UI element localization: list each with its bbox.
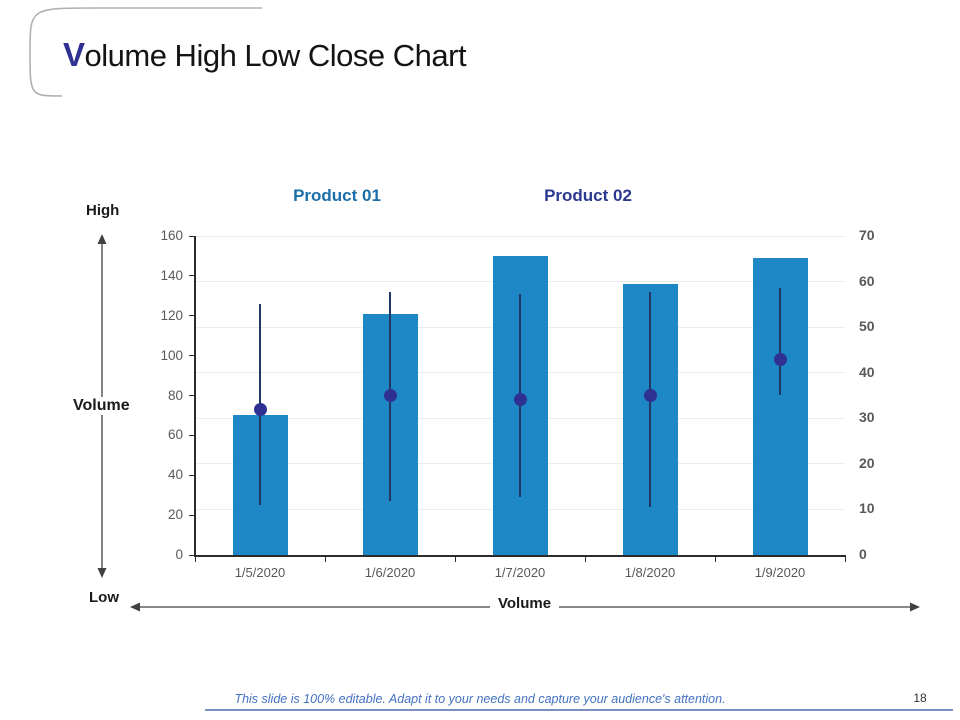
right-axis-tick-label: 60 [859,272,875,289]
arrow-down-icon [97,568,107,578]
y-axis-tick [189,275,195,277]
x-axis-line [194,555,846,557]
plot-area: 1/5/2020 1/6/2020 1/7/2020 1/8/2020 1/9/2020… [160,227,874,580]
close-dot [383,389,397,402]
y-axis-tick [189,235,195,237]
y-axis-tick [189,395,195,396]
high-label: High [83,202,123,219]
y-axis-tick [189,434,195,436]
y-axis-tick-label: 80 [167,387,183,403]
y-axis-line [194,236,196,556]
footer-divider-line [205,709,953,711]
corner-curve-path [29,7,262,97]
y-axis-tick-label: 160 [160,228,183,243]
close-dot [773,353,787,367]
y-axis-tick-label: 0 [175,547,183,562]
title-rest: olume High Low Close Chart [84,38,467,73]
right-axis-tick-label: 0 [859,546,867,562]
arrow-right-icon [910,602,920,612]
slide-title: Volume High Low Close Chart [63,36,467,74]
volume-bottom-label: Volume [490,595,560,612]
x-axis-tick [324,555,326,562]
y-axis-tick [189,355,195,357]
right-axis-tick-label: 30 [859,409,875,426]
close-dot [643,389,657,402]
y-axis-tick [189,514,195,516]
gridline [195,235,845,237]
x-axis-tick [714,555,716,562]
y-axis-tick-label: 140 [160,267,183,283]
y-axis-tick-label: 40 [167,467,183,483]
x-axis-date-label: 1/7/2020 [494,565,546,580]
corner-curve-decoration [29,7,262,97]
title-first-letter: V [63,36,85,73]
y-axis-tick [189,474,195,476]
high-low-line [779,287,781,396]
x-axis-date-label: 1/6/2020 [364,565,416,580]
arrow-left-icon [130,602,140,612]
x-axis-date-label: 1/9/2020 [754,565,806,580]
close-dot [513,392,527,406]
x-axis-tick [584,555,586,562]
x-axis-date-label: 1/8/2020 [624,565,676,580]
y-axis-tick-label: 60 [167,427,183,443]
right-axis-tick-label: 10 [859,500,875,517]
y-axis-tick [189,315,195,317]
volume-left-label: Volume [70,397,133,415]
right-axis-tick-label: 20 [859,454,875,471]
page-number: 18 [913,691,927,705]
x-axis-tick [194,555,196,562]
y-axis-tick-label: 100 [160,347,183,363]
arrow-up-icon [97,234,107,244]
right-axis-tick-label: 50 [859,318,875,335]
product-01-label: Product 01 [293,186,381,205]
x-axis-date-label: 1/5/2020 [234,565,286,580]
low-label: Low [86,589,122,606]
product-02-label: Product 02 [544,186,632,205]
footer-note: This slide is 100% editable. Adapt it to… [234,692,726,706]
y-axis-tick-label: 20 [167,507,183,523]
x-axis-tick [844,555,846,562]
right-axis-tick-label: 70 [859,227,875,243]
y-axis-tick [189,554,195,556]
close-dot [253,402,267,416]
x-axis-tick [454,555,456,562]
right-axis-tick-label: 40 [859,363,875,380]
y-axis-tick-label: 120 [160,307,183,323]
